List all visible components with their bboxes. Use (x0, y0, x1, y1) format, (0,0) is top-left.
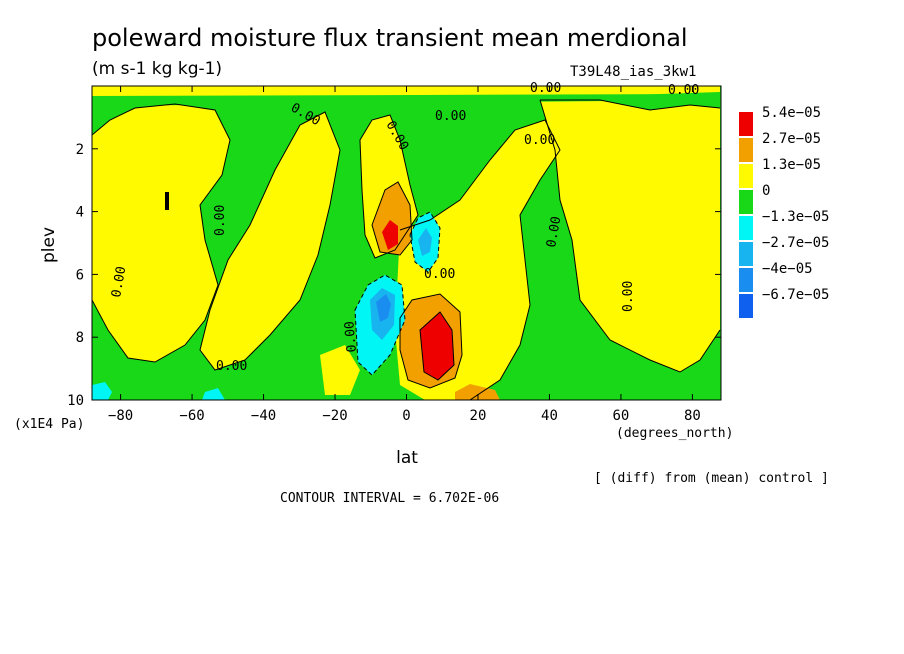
x-tick-label: −20 (322, 408, 347, 424)
legend-label: 0 (762, 183, 770, 199)
y-tick-label: 2 (76, 142, 84, 158)
contour-label: 0.00 (668, 83, 699, 98)
contour-line (419, 311, 455, 381)
contour-labels: 0.00 0.00 0.00 0.00 0.00 0.00 0.00 0.00 … (109, 81, 699, 374)
contour-lines (92, 99, 721, 400)
x-tick-label: −80 (108, 408, 133, 424)
x-tick-label: 20 (470, 408, 487, 424)
legend-label: −6.7e−05 (762, 287, 829, 303)
run-label: T39L48_ias_3kw1 (570, 64, 696, 80)
legend-swatch (739, 138, 753, 162)
contour-line (359, 114, 419, 259)
positive-region (200, 112, 340, 370)
legend-label: 2.7e−05 (762, 131, 821, 147)
plot-field (92, 86, 721, 400)
legend-swatch (739, 216, 753, 240)
x-tick-label: 0 (402, 408, 410, 424)
negative-region (376, 294, 391, 322)
zero-region (92, 94, 720, 106)
contour-line (371, 181, 413, 256)
contour-line (199, 111, 341, 371)
legend-swatch (739, 268, 753, 292)
negative-region (418, 228, 432, 256)
negative-region (92, 382, 112, 400)
legend-label: −1.3e−05 (762, 209, 829, 225)
y-axis-units: (x1E4 Pa) (14, 417, 84, 432)
positive-core (372, 182, 412, 255)
contour-label: 0.00 (435, 109, 466, 124)
contour-label: 0.00 (524, 133, 555, 148)
negative-region (202, 388, 225, 400)
chart-units: (m s-1 kg kg-1) (92, 59, 222, 79)
x-tick-label: 80 (684, 408, 701, 424)
legend: 5.4e−05 2.7e−05 1.3e−05 0 −1.3e−05 −2.7e−05 −4… (739, 105, 829, 318)
x-tick-label: 40 (541, 408, 558, 424)
x-tick-label: 60 (613, 408, 630, 424)
contour-label: 0.00 (109, 265, 129, 298)
positive-core (455, 384, 500, 400)
contour-line (409, 211, 441, 273)
legend-swatch (739, 112, 753, 136)
contour-label: 0.00 (424, 267, 455, 282)
y-tick-label: 4 (76, 205, 84, 221)
contour-line (539, 99, 721, 373)
legend-label: −2.7e−05 (762, 235, 829, 251)
x-tick-label: −60 (179, 408, 204, 424)
positive-core (382, 220, 398, 250)
positive-region (540, 100, 720, 372)
y-axis: 2 4 6 8 10 (67, 142, 721, 409)
contour-line (92, 103, 231, 363)
footer-note: [ (diff) from (mean) control ] (594, 471, 829, 486)
positive-region (92, 104, 230, 362)
contour-label: 0.00 (544, 215, 564, 248)
legend-swatch (739, 190, 753, 214)
legend-swatch (739, 242, 753, 266)
y-tick-label: 10 (67, 393, 84, 409)
zero-region (165, 192, 169, 210)
contour-line (399, 119, 561, 400)
y-tick-label: 6 (76, 267, 84, 283)
positive-core (420, 312, 454, 380)
x-axis: −80 −60 −40 −20 0 20 40 60 80 (108, 86, 701, 424)
contour-label: 0.00 (342, 320, 360, 353)
contour-label: 0.00 (213, 205, 228, 236)
contour-line (399, 293, 463, 389)
x-tick-label: −40 (251, 408, 276, 424)
contour-label: 0.00 (621, 281, 636, 312)
legend-swatch (739, 164, 753, 188)
contour-label: 0.00 (530, 81, 561, 96)
chart-title: poleward moisture flux transient mean me… (92, 24, 688, 52)
x-axis-units: (degrees_north) (616, 426, 733, 441)
legend-swatch (739, 294, 753, 318)
positive-region (320, 345, 360, 395)
y-axis-label: plev (39, 227, 59, 263)
x-axis-label: lat (396, 448, 418, 468)
y-tick-label: 8 (76, 330, 84, 346)
legend-label: 5.4e−05 (762, 105, 821, 121)
legend-label: 1.3e−05 (762, 157, 821, 173)
contour-label: 0.00 (216, 359, 247, 374)
legend-label: −4e−05 (762, 261, 813, 277)
contour-interval: CONTOUR INTERVAL = 6.702E-06 (280, 491, 499, 506)
